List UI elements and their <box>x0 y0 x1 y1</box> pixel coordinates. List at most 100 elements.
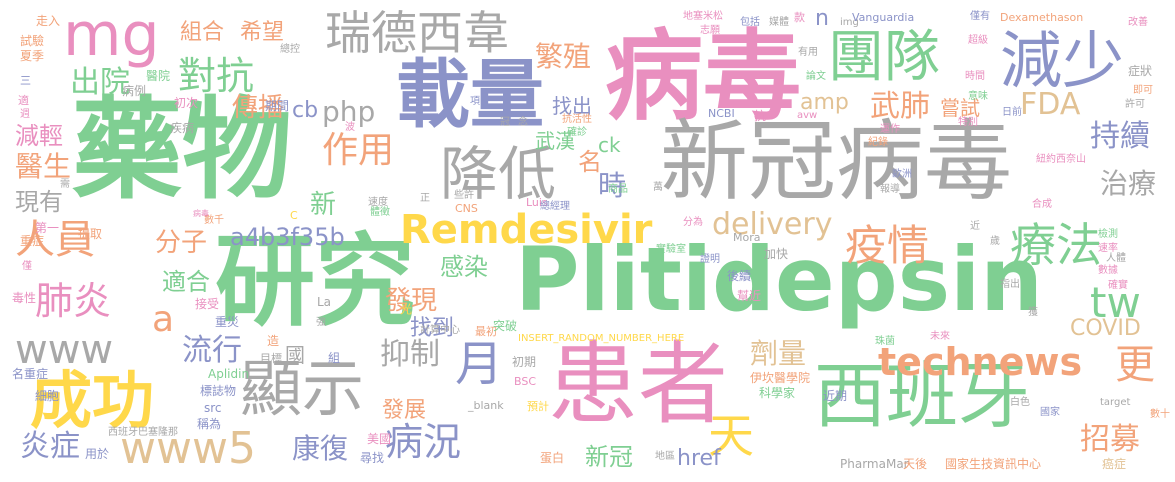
word-www5: www5 <box>120 423 256 474</box>
word-three: 三 <box>20 74 31 87</box>
word-cb: cb <box>292 98 319 123</box>
word-protein: 蛋白 <box>540 451 565 465</box>
word-drug: 藥物 <box>72 86 292 214</box>
word-pharmamar: PharmaMar <box>840 457 909 471</box>
word-close: 幫近 <box>737 289 762 303</box>
word-future: 未來 <box>930 331 950 342</box>
word-include: 包括 <box>740 17 760 28</box>
word-permit: 許可 <box>1125 99 1145 110</box>
word-country: 國 <box>285 343 305 367</box>
word-ncbi-cn: 國家生技資訊中心 <box>945 457 1042 471</box>
word-toxicity: 毒性 <box>12 291 37 305</box>
word-strong: 強 <box>316 317 326 328</box>
word-attempt: 嘗試 <box>940 96 980 120</box>
word-extract: 提取 <box>78 227 103 241</box>
word-dose: 劑量 <box>750 337 807 370</box>
word-region: 地區 <box>655 451 675 462</box>
word-record: 紀錄 <box>868 137 888 148</box>
word-volunteer: 志願 <box>700 25 720 36</box>
word-ck: ck <box>598 133 621 157</box>
word-combination: 組合 <box>180 20 225 45</box>
word-anti-activity: 抗活性 <box>562 114 592 125</box>
word-europe: 歐洲 <box>892 169 912 180</box>
word-continue: 持續 <box>1090 119 1150 154</box>
word-group: 組 <box>328 351 341 365</box>
word-time: 時 <box>598 169 627 202</box>
word-patient: 患者 <box>548 332 728 437</box>
word-severe: 重症 <box>20 234 45 248</box>
word-period: 期間 <box>265 99 290 113</box>
word-data: 數據 <box>1098 265 1118 276</box>
word-lower: 降低 <box>440 140 557 208</box>
word-plitidepsin: Plitidepsin <box>515 228 1043 331</box>
word-find-out: 找出 <box>552 94 592 118</box>
word-discover: 發現 <box>385 286 438 316</box>
word-near: 近 <box>970 221 980 232</box>
word-recruit: 招募 <box>1080 422 1140 457</box>
word-recently: 日前 <box>1002 107 1022 118</box>
word-existing: 現有 <box>15 188 63 216</box>
word-dozens: 數十 <box>1150 409 1170 420</box>
word-virus-large: 病毒 <box>605 20 802 134</box>
word-ten-thousand: 萬 <box>653 182 663 193</box>
word-trial: 試驗 <box>20 34 45 48</box>
word-recover: 康復 <box>292 432 349 465</box>
word-reduce: 減少 <box>1000 24 1125 97</box>
word-avw: avw <box>797 110 818 121</box>
word-synthesis: 合成 <box>1032 199 1052 210</box>
word-severe-cases: 名重症 <box>12 367 49 381</box>
word-la: La <box>317 295 332 309</box>
word-laboratory: 實驗室 <box>656 244 686 255</box>
word-covid: COVID <box>1070 316 1141 341</box>
word-crown: 冠 <box>500 117 510 128</box>
word-src: src <box>204 401 222 415</box>
word-success: 成功 <box>30 364 155 437</box>
word-human-body: 人體 <box>1106 253 1126 264</box>
word-meaning: 意味 <box>968 91 988 102</box>
word-n: n <box>815 6 829 31</box>
word-positive: 正 <box>420 193 430 204</box>
word-product: 商品 <box>608 184 628 195</box>
word-enter: 走入 <box>36 14 61 28</box>
word-candida: 珠菌 <box>875 336 895 347</box>
word-epidemic-spread: 流行 <box>182 333 242 368</box>
word-media: 媒體 <box>769 17 789 28</box>
word-paper: 論文 <box>806 71 826 82</box>
word-inflammation: 炎症 <box>20 429 80 464</box>
word-create: 造 <box>267 334 280 348</box>
word-mg: mg <box>63 0 160 70</box>
word-slightly: 些許 <box>454 190 474 201</box>
word-merely: 僅 <box>22 261 32 272</box>
word-breed: 繁殖 <box>535 40 592 73</box>
word-icahn: 伊坎醫學院 <box>750 371 811 385</box>
word-develop: 發展 <box>382 398 427 423</box>
word-marker: 標誌物 <box>200 384 237 398</box>
word-recent: 近期 <box>823 389 848 403</box>
word-thought: 念 <box>518 117 528 128</box>
word-speed: 速度 <box>368 197 388 208</box>
word-team: 團隊 <box>828 25 940 90</box>
word-delivery: delivery <box>712 207 833 242</box>
word-age: 歲 <box>990 236 1000 247</box>
word-more: 更 <box>1115 342 1155 388</box>
word-amp: amp <box>800 90 849 115</box>
word-covid-virus: 新冠病毒 <box>660 110 1013 213</box>
word-show: 顯示 <box>240 352 365 425</box>
word-infection: 感染 <box>440 253 488 281</box>
word-week: 週 <box>20 109 30 120</box>
word-need: 需 <box>60 179 70 190</box>
word-useful: 有用 <box>798 47 818 58</box>
word-day: 天 <box>708 409 754 463</box>
word-item: 款 <box>794 11 805 24</box>
word-hospital: 醫院 <box>146 69 171 83</box>
word-pneumonia: 肺炎 <box>35 279 112 323</box>
word-fit: 適 <box>18 94 29 107</box>
word-target-en: target <box>1100 397 1131 408</box>
word-expected: 預計 <box>527 400 549 413</box>
word-hope: 希望 <box>240 20 285 45</box>
word-epidemic: 疫情 <box>845 221 930 270</box>
word-divide: 分為 <box>683 217 703 228</box>
word-sign: 體徵 <box>370 207 390 218</box>
word-wuhan-pneumonia: 武肺 <box>870 89 930 124</box>
word-bsc: BSC <box>514 375 537 388</box>
